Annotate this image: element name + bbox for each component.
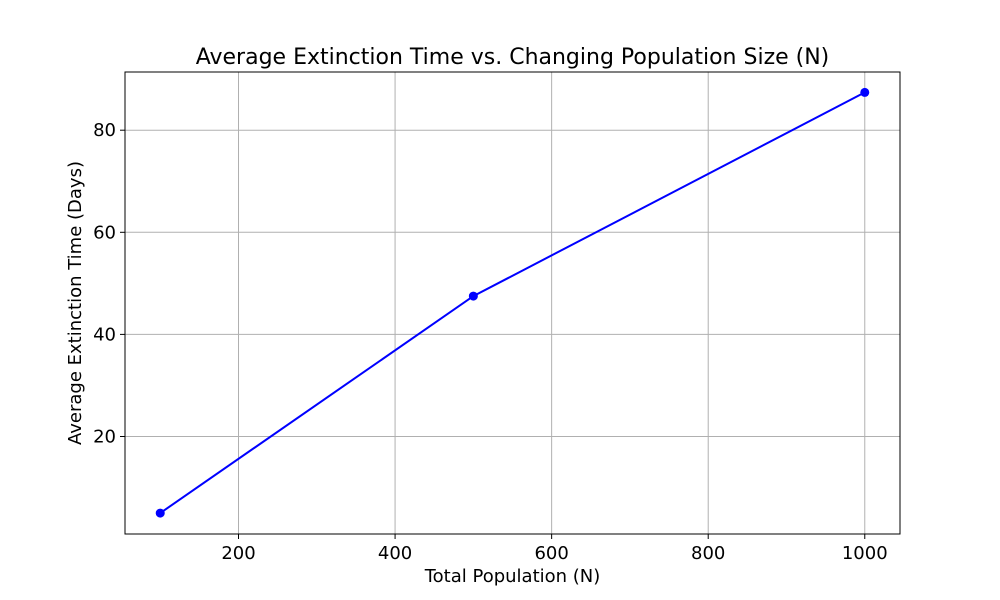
chart-title: Average Extinction Time vs. Changing Pop… bbox=[196, 45, 830, 70]
y-axis-label: Average Extinction Time (Days) bbox=[65, 161, 86, 445]
x-tick-label: 400 bbox=[378, 543, 412, 564]
plot-frame bbox=[124, 71, 901, 535]
y-tick-label: 40 bbox=[93, 324, 116, 345]
x-axis-label: Total Population (N) bbox=[424, 566, 601, 587]
x-tick-label: 1000 bbox=[842, 543, 888, 564]
y-tick-label: 20 bbox=[93, 426, 116, 447]
series-layer bbox=[155, 87, 870, 518]
y-tick-label: 80 bbox=[93, 120, 116, 141]
axis-ticks: 200 400 600 800 1000 20 40 60 80 bbox=[93, 120, 888, 564]
series-line bbox=[159, 91, 866, 514]
data-point bbox=[860, 87, 870, 97]
grid bbox=[125, 72, 900, 534]
data-point bbox=[468, 291, 478, 301]
y-tick-label: 60 bbox=[93, 222, 116, 243]
x-tick-label: 600 bbox=[534, 543, 568, 564]
x-tick-label: 800 bbox=[691, 543, 725, 564]
data-point bbox=[155, 508, 165, 518]
x-tick-label: 200 bbox=[221, 543, 255, 564]
